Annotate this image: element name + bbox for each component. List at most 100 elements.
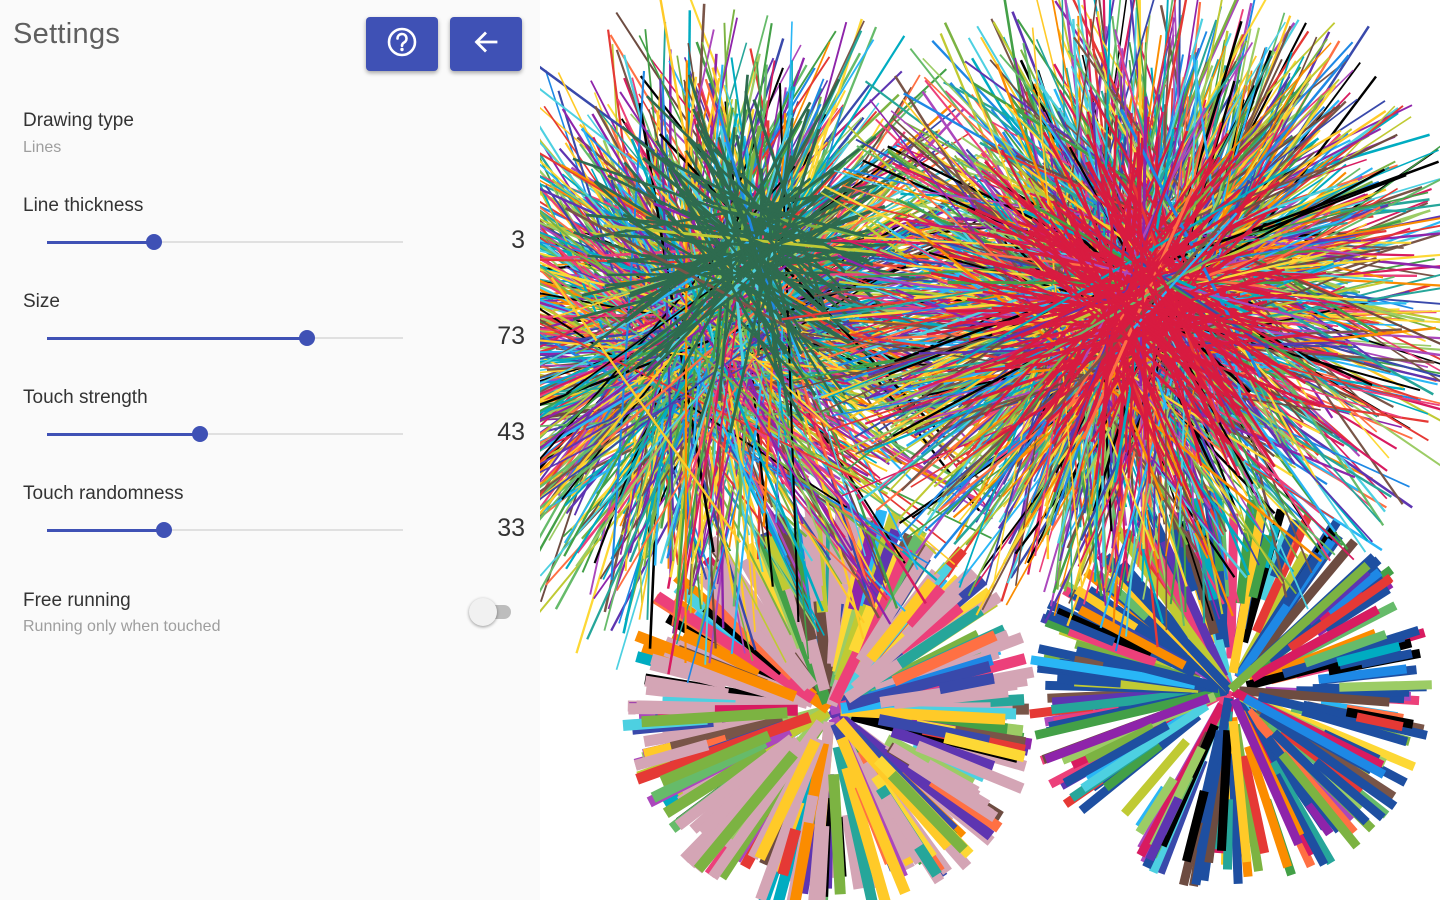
art-stroke-192 [1339, 680, 1432, 692]
art-stroke-465 [841, 766, 891, 900]
art-stroke-2354 [1028, 234, 1206, 364]
art-stroke-554 [804, 505, 824, 587]
art-stroke-1283 [765, 117, 794, 313]
art-stroke-173 [1281, 632, 1406, 679]
art-stroke-548 [650, 737, 768, 803]
art-stroke-1246 [573, 231, 842, 323]
art-stroke-2307 [1042, 131, 1203, 419]
art-stroke-249 [1168, 529, 1199, 593]
line-thickness-slider-thumb[interactable] [146, 234, 162, 250]
help-circle-icon [386, 26, 418, 63]
touch-randomness-slider[interactable] [47, 520, 403, 540]
art-stroke-225 [1278, 751, 1361, 850]
art-stroke-255 [1227, 561, 1371, 693]
drawing-canvas[interactable] [540, 0, 1440, 900]
art-stroke-58 [1223, 799, 1233, 870]
line-thickness-value: 3 [511, 226, 525, 254]
art-stroke-2351 [1073, 162, 1237, 377]
art-stroke-507 [708, 765, 794, 881]
art-stroke-149 [1296, 686, 1410, 697]
art-stroke-239 [1044, 609, 1116, 647]
art-stroke-240 [1323, 585, 1391, 633]
size-slider[interactable] [47, 328, 403, 348]
art-stroke-459 [915, 740, 1025, 794]
art-stroke-537 [904, 584, 946, 628]
art-stroke-1162 [540, 339, 915, 378]
art-stroke-81 [1239, 754, 1270, 855]
art-stroke-1068 [631, 284, 928, 375]
art-stroke-1263 [628, 228, 798, 360]
art-stroke-136 [1073, 655, 1104, 671]
back-button[interactable] [450, 17, 522, 71]
size-label: Size [23, 291, 60, 312]
touch-randomness-slider-thumb[interactable] [156, 522, 172, 538]
art-stroke-558 [789, 821, 815, 900]
art-stroke-550 [836, 736, 911, 895]
art-stroke-2353 [1020, 286, 1280, 332]
art-stroke-556 [887, 770, 968, 854]
free-running-switch[interactable] [467, 597, 519, 627]
art-stroke-231 [1056, 674, 1121, 688]
art-stroke-199 [1103, 741, 1163, 792]
art-stroke-447 [681, 628, 762, 678]
art-stroke-172 [1244, 745, 1292, 869]
art-stroke-1294 [664, 101, 812, 354]
art-stroke-1209 [540, 210, 816, 457]
art-stroke-235 [1080, 701, 1210, 793]
art-stroke-22 [1228, 753, 1243, 884]
art-stroke-223 [1355, 712, 1404, 732]
art-stroke-227 [1248, 534, 1273, 599]
art-stroke-214 [1067, 626, 1157, 667]
art-stroke-2296 [1052, 210, 1239, 433]
art-stroke-216 [1216, 730, 1233, 852]
art-stroke-246 [1242, 694, 1387, 779]
art-stroke-2349 [932, 244, 1253, 335]
art-stroke-1293 [587, 254, 929, 298]
art-stroke-546 [633, 739, 710, 771]
art-stroke-457 [669, 715, 785, 753]
touch-strength-label: Touch strength [23, 387, 148, 408]
art-stroke-2347 [1028, 251, 1178, 383]
art-stroke-71 [1305, 801, 1334, 837]
art-stroke-531 [634, 630, 798, 702]
art-stroke-1259 [624, 135, 877, 324]
art-stroke-535 [754, 738, 821, 861]
art-stroke-236 [1077, 605, 1187, 670]
art-stroke-2334 [1085, 133, 1203, 383]
art-stroke-243 [1287, 575, 1393, 652]
art-stroke-485 [654, 591, 816, 704]
art-stroke-251 [1249, 605, 1380, 682]
art-stroke-2194 [905, 220, 1323, 563]
art-stroke-482 [881, 793, 924, 850]
art-stroke-1130 [540, 210, 890, 511]
art-stroke-296 [743, 542, 797, 635]
line-thickness-slider[interactable] [47, 232, 403, 252]
art-stroke-234 [1269, 518, 1301, 579]
art-stroke-2357 [1107, 168, 1236, 430]
touch-strength-slider-thumb[interactable] [192, 426, 208, 442]
drawing-type-label[interactable]: Drawing type [23, 110, 134, 131]
art-stroke-1265 [564, 206, 822, 347]
art-stroke-469 [827, 506, 847, 665]
art-stroke-23 [1247, 538, 1358, 668]
art-stroke-250 [1301, 706, 1409, 747]
art-stroke-1177 [540, 322, 860, 481]
touch-strength-slider[interactable] [47, 424, 403, 444]
art-stroke-2337 [1019, 254, 1218, 370]
settings-panel: Settings Drawing type Lines Line thickne… [0, 0, 540, 900]
art-stroke-429 [649, 659, 728, 690]
free-running-label: Free running [23, 590, 131, 611]
line-burst-artwork[interactable] [540, 0, 1440, 900]
art-stroke-474 [891, 630, 998, 687]
free-running-summary: Running only when touched [23, 618, 221, 635]
help-button[interactable] [366, 17, 438, 71]
art-stroke-2348 [1087, 160, 1241, 477]
size-slider-thumb[interactable] [299, 330, 315, 346]
art-stroke-238 [1044, 693, 1211, 764]
art-stroke-162 [1281, 551, 1322, 607]
free-running-switch-thumb[interactable] [469, 598, 497, 626]
art-stroke-504 [644, 675, 729, 700]
art-stroke-2358 [1056, 206, 1279, 401]
art-stroke-498 [845, 660, 992, 711]
